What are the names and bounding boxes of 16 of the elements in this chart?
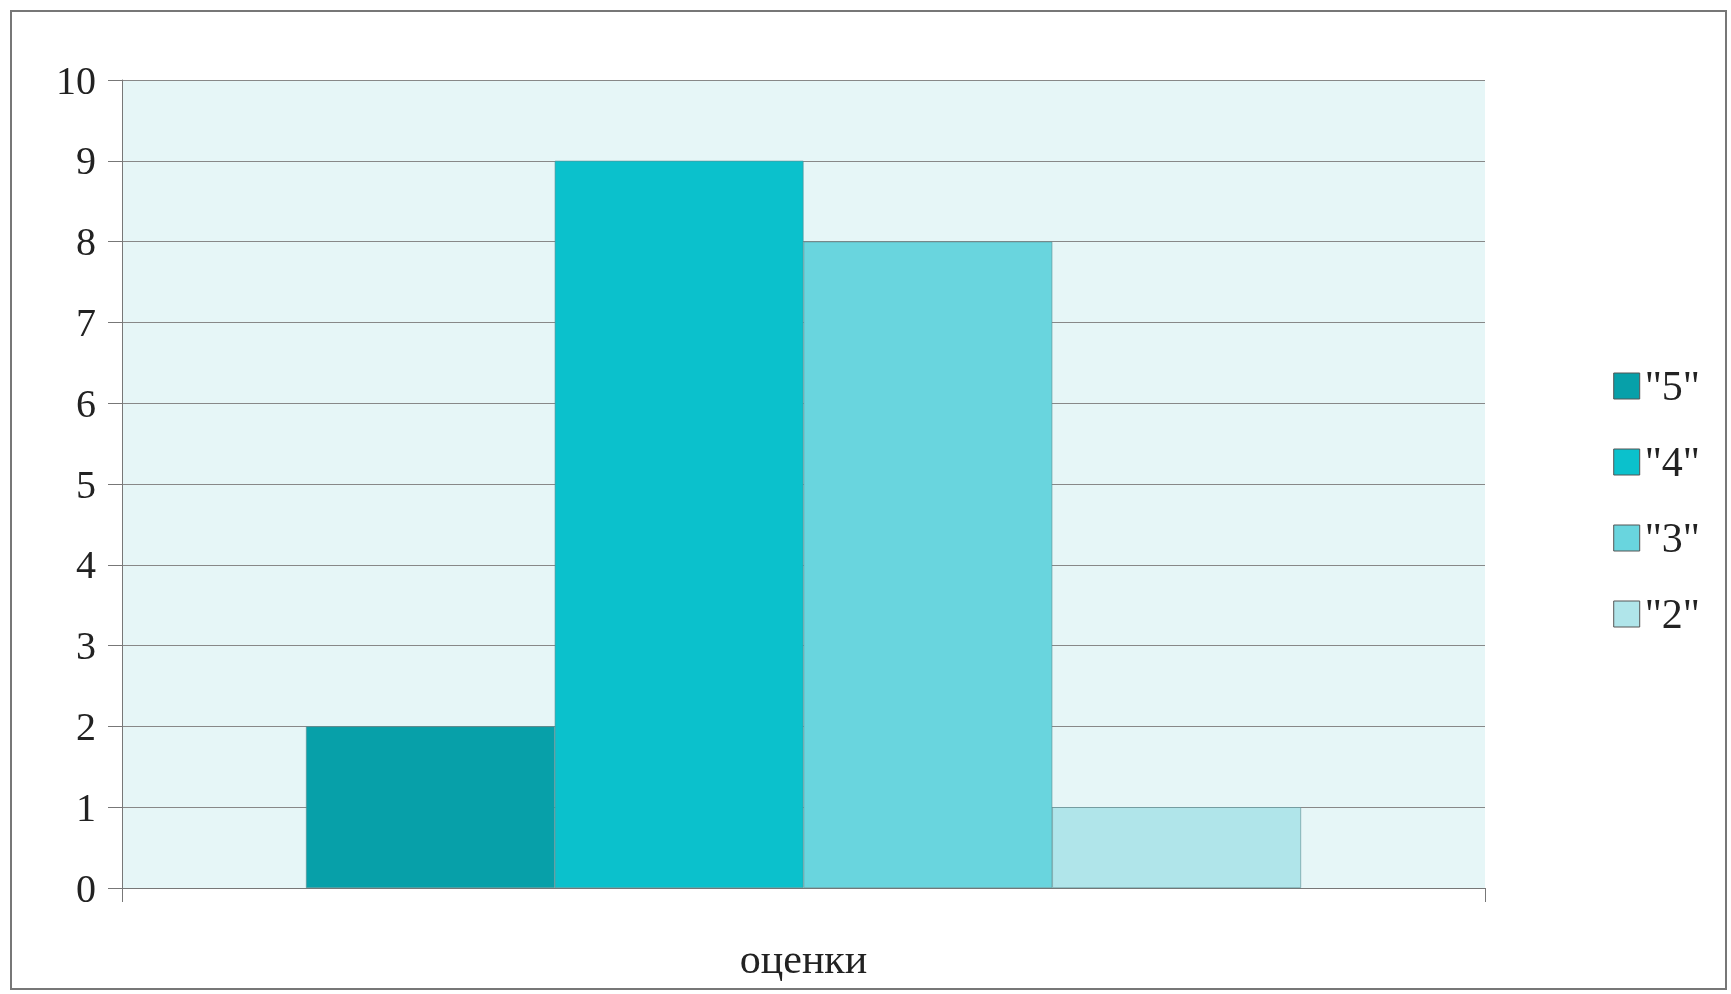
legend-label: "4" bbox=[1644, 439, 1701, 485]
legend-label: "2" bbox=[1644, 591, 1701, 637]
legend-label: "3" bbox=[1644, 515, 1701, 561]
y-tick-label: 0 bbox=[76, 865, 96, 911]
y-tick-label: 1 bbox=[76, 784, 96, 830]
y-tick-label: 4 bbox=[76, 542, 96, 588]
y-tick-label: 7 bbox=[76, 299, 96, 345]
y-tick-label: 10 bbox=[56, 57, 96, 103]
legend-label: "5" bbox=[1644, 363, 1701, 409]
y-tick-label: 5 bbox=[76, 461, 96, 507]
y-tick-label: 8 bbox=[76, 219, 96, 265]
x-axis-title: оценки bbox=[739, 936, 868, 982]
y-tick-label: 9 bbox=[76, 138, 96, 184]
y-tick-label: 6 bbox=[76, 380, 96, 426]
y-tick-label: 3 bbox=[76, 623, 96, 669]
y-tick-label: 2 bbox=[76, 703, 96, 749]
